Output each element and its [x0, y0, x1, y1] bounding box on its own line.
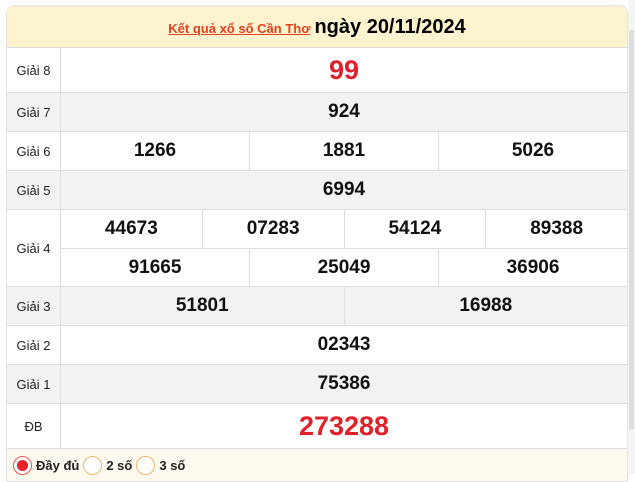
prize-number: 89388	[485, 210, 627, 248]
prize-row: ĐB 273288	[7, 404, 627, 449]
digits-option-radio[interactable]: Đầy đủ	[13, 455, 80, 475]
prize-number: 54124	[343, 210, 486, 248]
prize-number: 07283	[201, 210, 344, 248]
prize-number: 16988	[343, 287, 628, 325]
digits-option-radio[interactable]: 2 số	[83, 455, 133, 475]
prize-row: Giải 5 6994	[7, 171, 627, 210]
prize-number: 99	[328, 54, 360, 85]
draw-date: ngày 20/11/2024	[314, 16, 466, 38]
province-results-link[interactable]: Kết quả xổ số Cần Thơ	[168, 21, 311, 36]
table-header: Kết quả xổ số Cần Thơ ngày 20/11/2024	[7, 6, 627, 48]
prize-label: Giải 5	[7, 171, 61, 209]
prize-row: Giải 7 924	[7, 93, 627, 132]
scrollbar[interactable]	[628, 0, 635, 474]
prize-label: Giải 4	[7, 210, 61, 286]
display-options: Đầy đủ 2 số 3 số	[7, 449, 627, 481]
radio-circle-icon[interactable]	[13, 455, 32, 475]
prize-number: 36906	[438, 249, 627, 286]
prize-number: 6994	[322, 179, 366, 200]
prize-number: 44673	[104, 218, 158, 239]
option-label: Đầy đủ	[36, 457, 80, 473]
radio-circle-icon[interactable]	[136, 455, 156, 475]
prize-number: 02343	[317, 334, 371, 355]
results-table: Kết quả xổ số Cần Thơ ngày 20/11/2024 Giả…	[6, 5, 628, 482]
prize-number: 25049	[249, 249, 438, 286]
prize-row: Giải 8 99	[7, 48, 627, 93]
prize-row: Giải 3 51801 16988	[7, 287, 627, 326]
prize-label: ĐB	[7, 404, 61, 448]
prize-number: 75386	[317, 373, 371, 394]
prize-number: 273288	[298, 410, 390, 441]
prize-label: Giải 7	[7, 93, 61, 131]
prize-number: 51801	[175, 295, 229, 316]
prize-label: Giải 3	[7, 287, 61, 325]
scrollbar-thumb[interactable]	[629, 30, 634, 430]
prize-label: Giải 1	[7, 365, 61, 403]
prize-row: Giải 4 44673 07283 54124 89388 91665 25049 3690…	[7, 210, 627, 287]
prize-number: 5026	[438, 132, 627, 170]
prize-row: Giải 1 75386	[7, 365, 627, 404]
prize-row: Giải 6 1266 1881 5026	[7, 132, 627, 171]
prize-label: Giải 2	[7, 326, 61, 364]
prize-number: 91665	[128, 256, 182, 278]
option-label: 3 số	[159, 457, 186, 473]
prize-label: Giải 8	[7, 48, 61, 92]
prize-number: 1881	[249, 132, 438, 170]
prize-number: 924	[328, 101, 360, 122]
radio-circle-icon[interactable]	[83, 455, 103, 475]
option-label: 2 số	[106, 457, 133, 473]
prize-label: Giải 6	[7, 132, 61, 170]
prize-row: Giải 2 02343	[7, 326, 627, 365]
prize-number: 1266	[133, 140, 177, 161]
digits-option-radio[interactable]: 3 số	[136, 455, 186, 475]
